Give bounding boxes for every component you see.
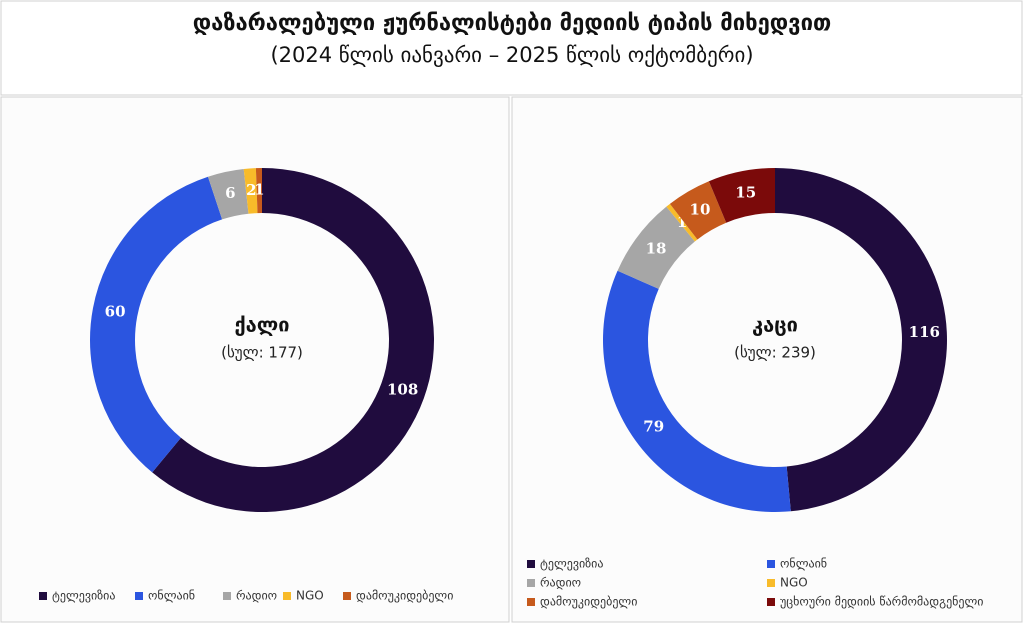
legend-label: დამოუკიდებელი: [540, 595, 637, 609]
legend-swatch: [767, 579, 775, 587]
donut-slice: [90, 176, 223, 473]
center-total: (სულ: 177): [221, 344, 303, 362]
legend-swatch: [527, 598, 535, 606]
legend-swatch: [343, 592, 351, 600]
legend-label: ონლაინ: [148, 589, 195, 603]
legend-label: ტელევიზია: [540, 557, 604, 571]
data-label: 79: [643, 417, 664, 435]
legend-swatch: [527, 560, 535, 568]
data-label: 6: [225, 184, 235, 202]
data-label: 2: [246, 181, 256, 199]
donut-slice: [243, 168, 258, 214]
donut-slice: [669, 181, 727, 240]
data-label: 116: [909, 323, 940, 341]
data-label: 108: [387, 381, 418, 399]
donut-slice: [775, 168, 947, 512]
center-label: კაცი: [752, 313, 798, 337]
legend-label: NGO: [780, 576, 808, 590]
data-label: 1: [677, 213, 687, 231]
legend-label: ტელევიზია: [52, 589, 116, 603]
center-total: (სულ: 239): [734, 344, 816, 362]
donut-slice: [617, 206, 695, 289]
chart-title: დაზარალებული ჟურნალისტები მედიის ტიპის მ…: [193, 11, 831, 36]
chart-subtitle: (2024 წლის იანვარი – 2025 წლის ოქტომბერი…: [270, 43, 753, 67]
legend-label: რადიო: [236, 589, 277, 603]
donut-slice: [666, 203, 698, 242]
legend-label: ონლაინ: [780, 557, 827, 571]
donut-slice: [602, 270, 791, 512]
donut-slice: [207, 168, 249, 220]
legend-label: დამოუკიდებელი: [356, 589, 453, 603]
donut-slice: [708, 168, 775, 223]
legend-label: უცხოური მედიის წარმომადგენელი: [780, 595, 984, 609]
donut-slice: [152, 168, 435, 512]
data-label: 1: [254, 181, 264, 199]
header-box: [0, 0, 1023, 96]
donut-slice: [255, 168, 262, 214]
center-label: ქალი: [234, 313, 289, 337]
legend-swatch: [39, 592, 47, 600]
legend-swatch: [767, 598, 775, 606]
data-label: 18: [646, 239, 667, 257]
data-label: 60: [105, 302, 126, 320]
data-label: 15: [735, 183, 756, 201]
legend-label: NGO: [296, 589, 324, 603]
legend-swatch: [527, 579, 535, 587]
legend-label: რადიო: [540, 576, 581, 590]
legend-swatch: [223, 592, 231, 600]
legend-swatch: [135, 592, 143, 600]
legend-swatch: [767, 560, 775, 568]
data-label: 10: [690, 201, 711, 219]
legend-swatch: [283, 592, 291, 600]
